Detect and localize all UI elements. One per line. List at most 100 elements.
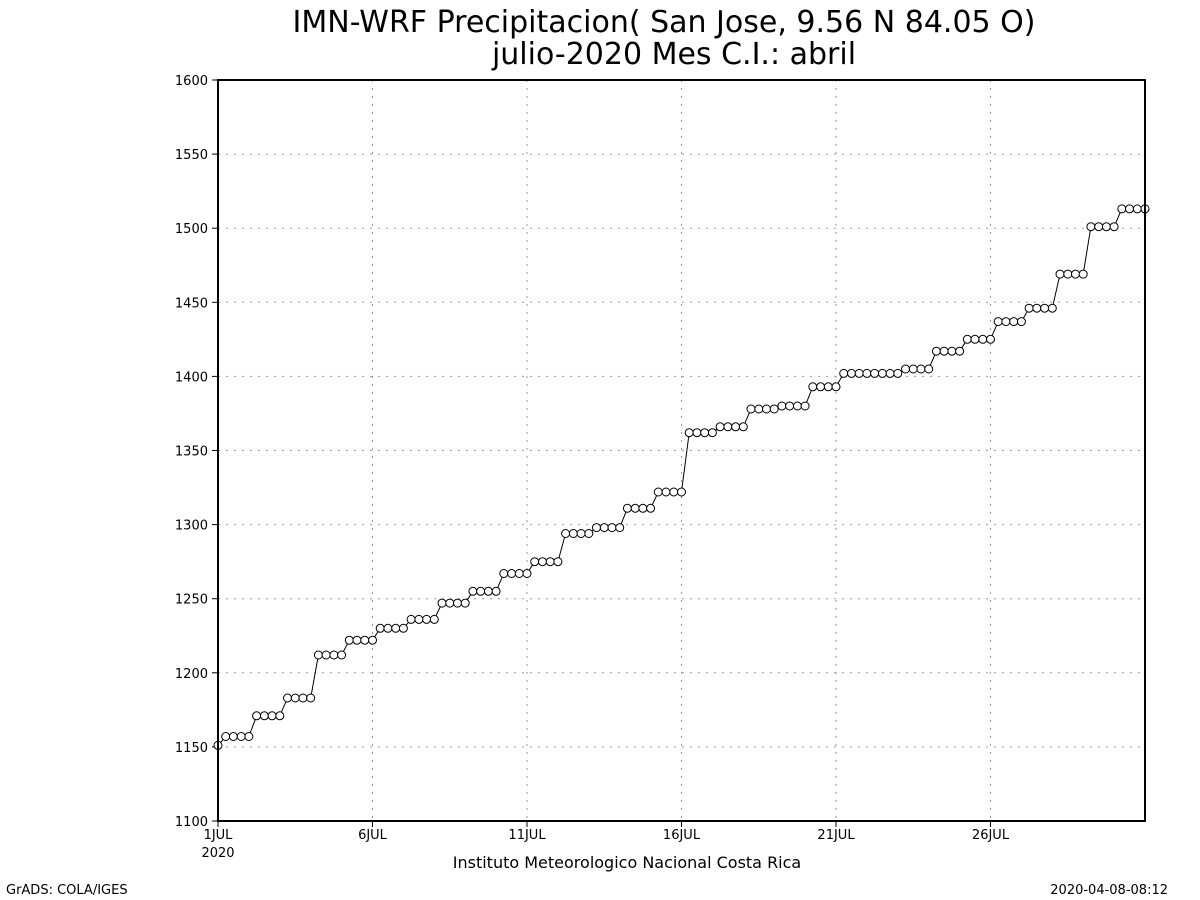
x-tick-label: 6JUL (358, 828, 388, 843)
data-point (538, 557, 547, 567)
data-point (1078, 269, 1088, 279)
data-point (715, 422, 725, 432)
data-point (785, 401, 795, 411)
data-point (692, 428, 702, 438)
data-point (406, 614, 416, 624)
footer-left: GrADS: COLA/IGES (6, 883, 128, 898)
data-point (398, 623, 408, 633)
grid-lines (218, 80, 1145, 821)
data-point (491, 586, 501, 596)
data-point (499, 569, 509, 578)
x-axis-label: Instituto Meteorologico Nacional Costa R… (453, 853, 801, 872)
data-point (622, 503, 632, 513)
data-point (916, 364, 926, 374)
data-point (1024, 303, 1034, 313)
data-point (970, 334, 980, 344)
x-axis-ticks: 1JUL 2020 6JUL 11JUL 16JUL 21JUL 26JUL (201, 821, 1010, 861)
data-point (1055, 269, 1065, 279)
y-tick-label: 1400 (175, 370, 208, 385)
data-point (847, 368, 856, 378)
data-point (1109, 222, 1119, 232)
data-point (1086, 222, 1096, 232)
data-point (723, 422, 733, 432)
data-point (252, 711, 262, 721)
footer-right: 2020-04-08-08:12 (1050, 883, 1168, 898)
data-point (800, 401, 810, 411)
data-point (221, 732, 231, 741)
data-point (1063, 269, 1073, 279)
y-axis-ticks: 1100 1150 1200 1250 1300 1350 1400 1450 1500 1550… (175, 74, 218, 830)
data-point (599, 523, 609, 533)
data-point (522, 569, 532, 578)
data-point (306, 693, 316, 703)
data-point (321, 650, 331, 660)
data-point (568, 529, 578, 538)
y-tick-label: 1300 (175, 519, 208, 534)
data-point (777, 401, 787, 411)
data-point (839, 368, 849, 378)
data-point (615, 523, 625, 533)
data-point (669, 487, 679, 497)
data-point (236, 732, 246, 741)
data-point (646, 503, 656, 513)
data-point (978, 334, 988, 344)
data-point (738, 422, 748, 432)
data-point (375, 623, 385, 633)
x-tick-label: 11JUL (508, 828, 546, 843)
data-point (437, 598, 447, 608)
y-tick-label: 1550 (175, 148, 208, 163)
y-tick-label: 1150 (175, 741, 208, 756)
data-point (483, 586, 493, 596)
y-tick-label: 1500 (175, 222, 208, 237)
data-point (661, 487, 671, 497)
data-point (924, 364, 934, 374)
data-point (530, 557, 540, 567)
data-point (931, 346, 941, 356)
data-point (445, 598, 455, 608)
data-point (313, 650, 323, 660)
data-point (1117, 204, 1127, 214)
data-point (986, 334, 995, 344)
data-point (1094, 222, 1104, 232)
data-point (684, 428, 694, 438)
data-point (630, 503, 640, 513)
data-point (545, 557, 555, 567)
data-point (754, 404, 764, 414)
data-point (592, 523, 601, 533)
data-point (1071, 269, 1080, 279)
data-point (561, 529, 571, 538)
data-point (584, 529, 594, 538)
data-point (283, 693, 292, 703)
y-tick-label: 1200 (175, 667, 208, 682)
x-tick-label: 16JUL (663, 828, 701, 843)
data-point (1016, 317, 1026, 327)
data-point (893, 368, 903, 378)
data-point (360, 635, 370, 645)
data-point (638, 503, 648, 513)
y-tick-label: 1450 (175, 296, 208, 311)
data-point (1132, 204, 1142, 214)
data-point (344, 635, 354, 645)
data-point (275, 711, 285, 721)
x-tick-label: 26JUL (972, 828, 1010, 843)
data-point (877, 368, 887, 378)
data-point (901, 364, 910, 374)
data-point (414, 614, 424, 624)
data-point (1009, 317, 1019, 327)
data-point (993, 317, 1003, 327)
data-point (453, 598, 462, 608)
data-point (862, 368, 872, 378)
data-point (368, 635, 377, 645)
data-point (1101, 222, 1111, 232)
chart-title: IMN-WRF Precipitacion( San Jose, 9.56 N … (293, 5, 1036, 40)
data-point (908, 364, 918, 374)
data-point (476, 586, 486, 596)
y-tick-label: 1350 (175, 445, 208, 460)
data-point (792, 401, 802, 411)
data-point (507, 569, 517, 578)
data-point (816, 382, 826, 392)
data-point (653, 487, 663, 497)
y-tick-label: 1600 (175, 74, 208, 89)
data-point (553, 557, 563, 567)
data-point (290, 693, 300, 703)
